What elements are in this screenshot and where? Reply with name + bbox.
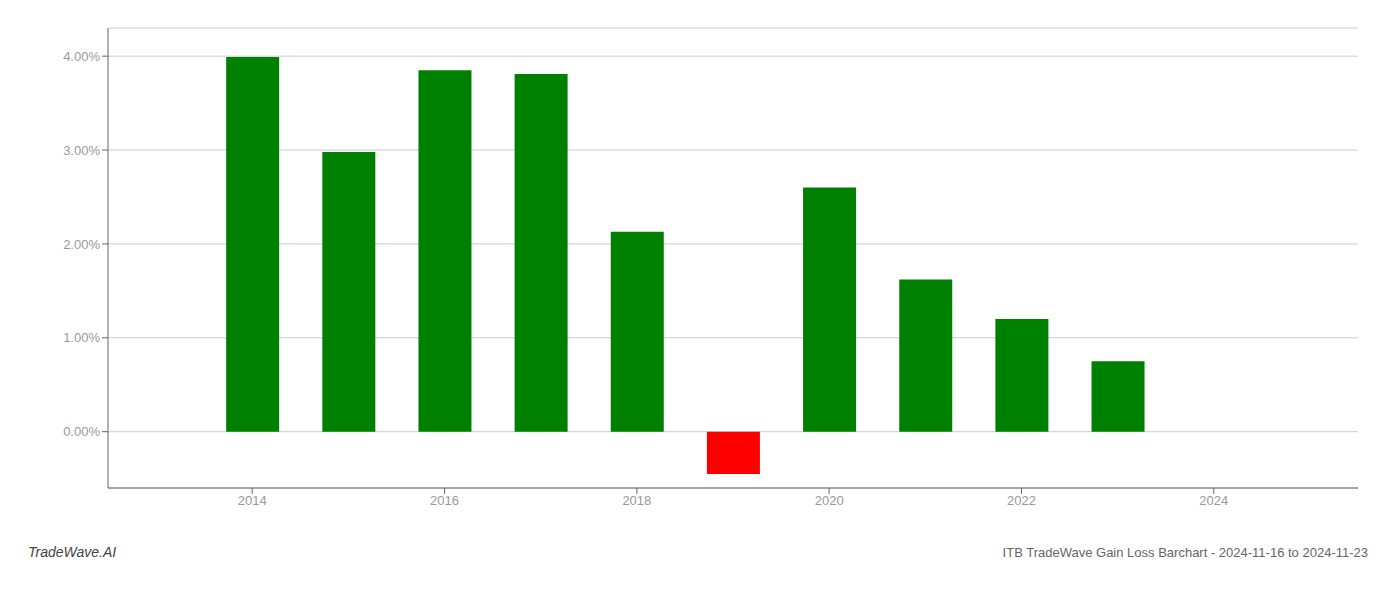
svg-text:0.00%: 0.00%	[63, 424, 100, 439]
svg-text:3.00%: 3.00%	[63, 143, 100, 158]
svg-text:2022: 2022	[1007, 493, 1036, 508]
svg-text:2024: 2024	[1199, 493, 1228, 508]
html-text:TradeWave.AI: TradeWave.AI	[28, 544, 117, 560]
svg-text:2018: 2018	[622, 493, 651, 508]
svg-text:2.00%: 2.00%	[63, 237, 100, 252]
html-text:ITB TradeWave Gain Loss Barcha: ITB TradeWave Gain Loss Barchart - 2024-…	[1002, 545, 1368, 560]
svg-text:2020: 2020	[815, 493, 844, 508]
svg-text:4.00%: 4.00%	[63, 49, 100, 64]
svg-text:1.00%: 1.00%	[63, 330, 100, 345]
svg-text:2016: 2016	[430, 493, 459, 508]
svg-text:2014: 2014	[238, 493, 267, 508]
